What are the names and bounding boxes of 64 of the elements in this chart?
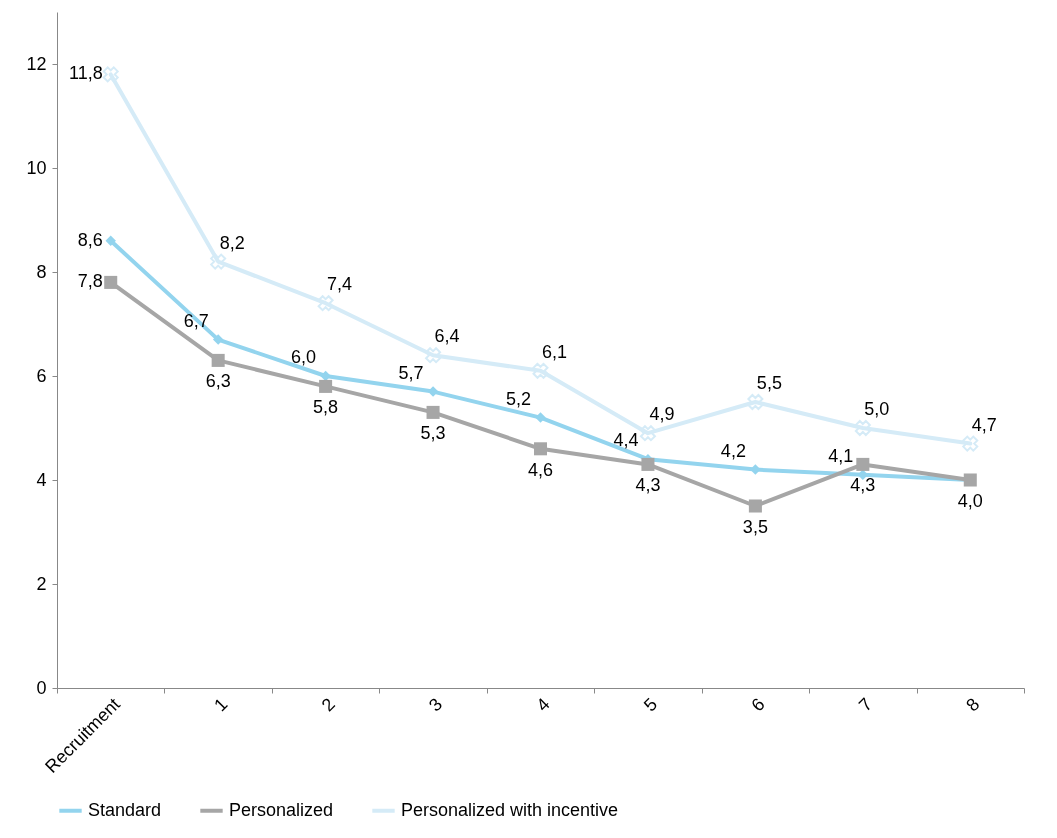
data-label: 4,7 — [971, 414, 997, 435]
data-label: 3,5 — [742, 517, 768, 537]
legend-label: Personalized with incentive — [401, 799, 619, 820]
x-tick-label: 7 — [854, 694, 877, 716]
data-label: 7,4 — [327, 274, 353, 295]
point — [641, 457, 655, 471]
data-label: 4,3 — [635, 475, 661, 496]
point — [210, 253, 227, 270]
data-label: 6,4 — [434, 326, 460, 347]
point — [856, 457, 870, 471]
data-label: 6,0 — [291, 347, 317, 367]
point — [532, 362, 549, 379]
point — [747, 394, 764, 410]
data-label: 4,3 — [850, 475, 876, 496]
y-tick-label: 6 — [36, 365, 47, 386]
y-tick-label: 8 — [36, 261, 47, 282]
point — [533, 442, 548, 456]
x-tick-label: 3 — [425, 694, 447, 716]
point — [105, 235, 116, 247]
point — [102, 66, 119, 83]
x-tick-label: 1 — [210, 694, 232, 716]
data-label: 4,0 — [957, 491, 983, 511]
data-label: 11,8 — [69, 63, 103, 84]
y-tick-label: 2 — [36, 573, 47, 594]
point — [319, 379, 333, 393]
data-label: 5,5 — [756, 373, 782, 393]
point — [426, 405, 440, 419]
point — [639, 425, 656, 442]
data-label: 4,1 — [828, 445, 854, 466]
y-tick-label: 10 — [26, 157, 47, 178]
data-label: 5,2 — [505, 388, 532, 409]
y-tick-label: 0 — [36, 677, 47, 698]
legend-label: Standard — [88, 799, 162, 820]
data-label: 5,0 — [864, 399, 890, 419]
point — [425, 347, 442, 364]
point — [748, 499, 762, 513]
data-label: 5,8 — [313, 397, 339, 418]
data-label: 6,1 — [541, 341, 568, 362]
point — [317, 295, 334, 312]
point — [211, 353, 225, 367]
data-label: 8,6 — [77, 229, 103, 250]
point — [535, 412, 546, 423]
data-label: 6,7 — [183, 310, 209, 331]
x-tick-label: 4 — [532, 694, 554, 716]
point — [104, 275, 118, 289]
x-tick-label: 5 — [639, 694, 662, 716]
data-label: 5,3 — [420, 423, 446, 444]
x-tick-label: 8 — [962, 694, 984, 716]
point — [212, 334, 224, 345]
data-label: 7,8 — [77, 271, 103, 292]
data-label: 5,7 — [398, 362, 424, 383]
data-label: 6,3 — [205, 371, 231, 392]
data-label: 4,4 — [613, 430, 639, 451]
point — [854, 420, 871, 436]
y-tick-label: 4 — [36, 469, 47, 490]
x-tick-label: 2 — [317, 694, 339, 716]
y-tick-label: 12 — [26, 53, 47, 74]
data-label: 8,2 — [219, 232, 245, 253]
x-tick-label: 6 — [747, 694, 769, 716]
legend-label: Personalized — [229, 799, 334, 820]
data-label: 4,9 — [649, 404, 675, 425]
data-label: 4,6 — [527, 459, 554, 480]
point — [962, 435, 979, 452]
data-label: 4,2 — [720, 440, 746, 461]
